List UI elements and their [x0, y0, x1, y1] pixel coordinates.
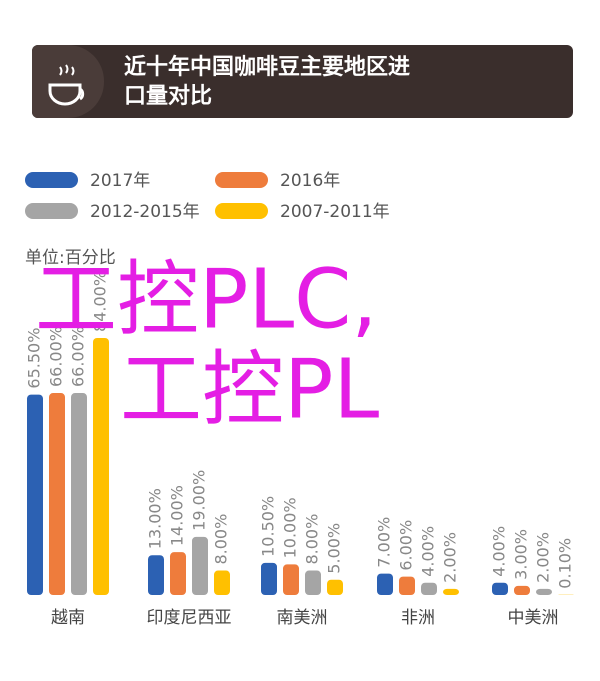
- x-tick-label: 南美洲: [277, 608, 328, 628]
- bar: [536, 588, 552, 595]
- value-label: 0.10%: [556, 538, 575, 589]
- bar: [443, 588, 459, 595]
- overlay-text: 工控PL: [120, 342, 379, 437]
- bar: [71, 393, 87, 595]
- x-tick-label: 印度尼西亚: [147, 608, 232, 628]
- x-tick-label: 中美洲: [508, 608, 559, 628]
- legend-swatch: [25, 203, 78, 219]
- header: 近十年中国咖啡豆主要地区进口量对比: [32, 45, 573, 118]
- value-label: 84.00%: [91, 271, 110, 332]
- value-label: 14.00%: [168, 485, 187, 546]
- legend-label: 2016年: [280, 171, 340, 191]
- value-label: 2.00%: [534, 532, 553, 583]
- bar: [49, 393, 65, 595]
- x-tick-label: 非洲: [401, 608, 435, 628]
- value-label: 10.00%: [281, 497, 300, 558]
- unit-label: 单位:百分比: [25, 248, 116, 268]
- legend-swatch: [215, 172, 268, 188]
- bar: [399, 576, 415, 595]
- overlay-text: 工控PLC,: [35, 252, 377, 347]
- legend-swatch: [215, 203, 268, 219]
- bar: [421, 582, 437, 595]
- bar: [214, 570, 230, 595]
- bar: [305, 570, 321, 595]
- value-label: 8.00%: [303, 514, 322, 565]
- bar: [148, 555, 164, 595]
- legend-label: 2017年: [90, 171, 150, 191]
- value-label: 5.00%: [325, 523, 344, 574]
- value-label: 4.00%: [419, 526, 438, 577]
- legend-swatch: [25, 172, 78, 188]
- value-label: 13.00%: [146, 488, 165, 549]
- bar: [327, 579, 343, 595]
- legend-label: 2007-2011年: [280, 202, 390, 222]
- chart-title: 近十年中国咖啡豆主要地区进口量对比: [124, 55, 411, 109]
- value-label: 6.00%: [397, 520, 416, 571]
- bar: [27, 394, 43, 595]
- value-label: 7.00%: [375, 517, 394, 568]
- bar: [514, 585, 530, 595]
- bar: [170, 552, 186, 595]
- bar: [492, 582, 508, 595]
- legend-label: 2012-2015年: [90, 202, 200, 222]
- value-label: 10.50%: [259, 496, 278, 557]
- bar: [192, 536, 208, 595]
- value-label: 66.00%: [47, 326, 66, 387]
- value-label: 2.00%: [441, 532, 460, 583]
- value-label: 66.00%: [69, 326, 88, 387]
- x-tick-label: 越南: [51, 608, 85, 628]
- icon: [32, 45, 104, 118]
- value-label: 3.00%: [512, 529, 531, 580]
- bar: [377, 573, 393, 595]
- value-label: 19.00%: [190, 470, 209, 531]
- value-label: 8.00%: [212, 514, 231, 565]
- bar: [93, 337, 109, 595]
- bar: [261, 562, 277, 595]
- bar: [283, 564, 299, 595]
- value-label: 4.00%: [490, 526, 509, 577]
- value-label: 65.50%: [25, 328, 44, 389]
- cup-icon: [48, 64, 85, 106]
